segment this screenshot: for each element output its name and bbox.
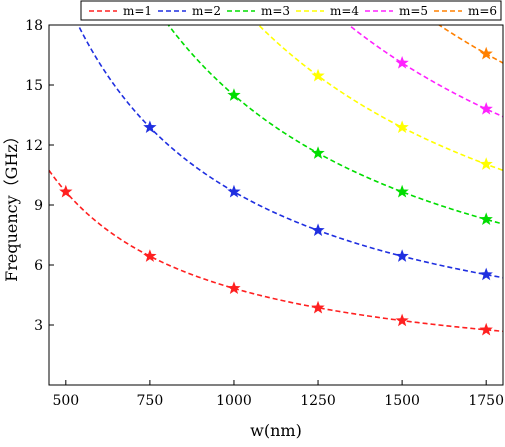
legend-box (80, 0, 502, 21)
series-line-m4 (257, 25, 503, 172)
x-tick-label: 1250 (300, 393, 336, 409)
x-tick-label: 1750 (468, 393, 504, 409)
y-tick-label: 3 (34, 318, 43, 334)
series-line-m2 (77, 25, 503, 279)
data-point-star (395, 313, 409, 327)
data-point-star (479, 212, 493, 226)
data-point-star (311, 68, 325, 82)
legend-label: m=2 (192, 4, 221, 18)
data-point-star (479, 157, 493, 170)
y-axis-label: Frequency（GHz） (2, 128, 21, 282)
data-point-star (311, 300, 325, 314)
data-point-star (479, 267, 493, 281)
data-point-star (143, 120, 157, 134)
legend-label: m=5 (399, 4, 428, 18)
x-tick-label: 500 (52, 393, 79, 409)
y-tick-label: 6 (34, 258, 43, 274)
x-tick-label: 1000 (216, 393, 252, 409)
data-point-star (479, 322, 493, 336)
data-point-star (395, 56, 409, 69)
x-tick-label: 1500 (384, 393, 420, 409)
y-tick-label: 9 (34, 198, 43, 214)
y-tick-label: 15 (25, 78, 43, 94)
data-point-star (227, 184, 241, 198)
data-point-star (395, 249, 409, 262)
series-line-m3 (167, 25, 503, 225)
legend-label: m=3 (261, 4, 290, 18)
data-point-star (479, 102, 493, 115)
data-point-star (311, 223, 325, 237)
data-point-star (395, 184, 409, 198)
series-line-m1 (49, 169, 503, 333)
x-axis-label: w(nm) (250, 421, 302, 440)
plot-frame (48, 24, 504, 386)
data-point-star (143, 249, 157, 262)
legend-label: m=4 (330, 4, 359, 18)
y-tick-label: 18 (25, 18, 43, 34)
data-point-star (227, 88, 241, 101)
x-tick-label: 750 (137, 393, 164, 409)
data-point-star (227, 281, 241, 295)
data-point-star (59, 184, 73, 198)
legend-label: m=6 (468, 4, 497, 18)
y-tick-label: 12 (25, 138, 43, 154)
data-point-star (395, 120, 409, 134)
legend-label: m=1 (123, 4, 152, 18)
data-point-star (479, 46, 493, 60)
data-point-star (311, 146, 325, 159)
